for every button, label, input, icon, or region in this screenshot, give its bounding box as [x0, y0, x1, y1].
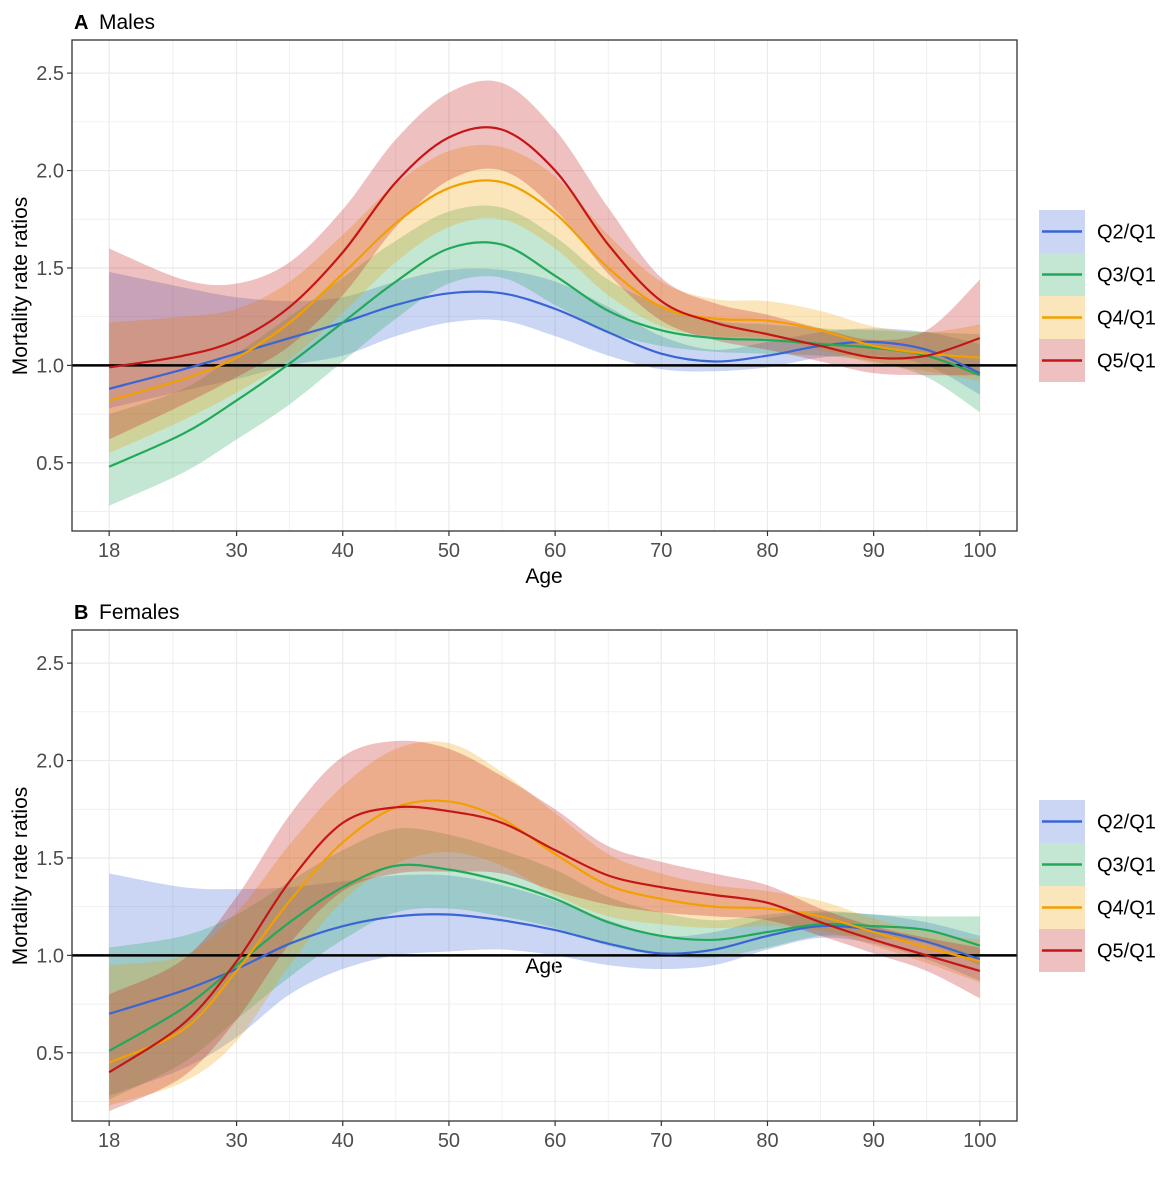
ci-ribbon-q4-q1	[109, 741, 980, 1106]
panel-title: Males	[99, 11, 155, 34]
x-tick-label: 18	[98, 1130, 120, 1152]
x-tick-label: 40	[332, 1130, 354, 1152]
series-line-q5-q1	[108, 805, 981, 1074]
x-tick-label: 50	[438, 540, 460, 562]
legend-item: Q5/Q1	[1039, 929, 1156, 972]
ci-ribbon-q5-q1	[109, 80, 980, 440]
x-tick-label: 60	[544, 1130, 566, 1152]
x-tick-label: 18	[98, 540, 120, 562]
legend-item: Q4/Q1	[1039, 296, 1156, 339]
series-line-q4-q1	[108, 799, 981, 1064]
legend-item: Q2/Q1	[1039, 800, 1156, 843]
y-tick-label: 0.5	[36, 1043, 64, 1065]
legend-label: Q4/Q1	[1097, 898, 1156, 920]
y-tick-label: 1.0	[36, 355, 64, 377]
y-tick-label: 2.0	[36, 751, 64, 773]
panel-border	[71, 629, 1018, 1122]
legend-label: Q5/Q1	[1097, 941, 1156, 963]
y-axis-title: Mortality rate ratios	[9, 787, 32, 966]
series-line-q2-q1	[108, 913, 981, 1015]
legend-label: Q3/Q1	[1097, 855, 1156, 877]
legend-label: Q4/Q1	[1097, 308, 1156, 330]
legend-item: Q4/Q1	[1039, 886, 1156, 929]
axes: 18 30 40 50 60 70 80 90 100 0.5 1.0 1.5 2.0 2.5	[36, 63, 996, 562]
x-axis-title: Age	[525, 565, 562, 588]
series-lines	[108, 799, 981, 1074]
y-tick-label: 2.5	[36, 653, 64, 675]
y-tick-label: 1.5	[36, 258, 64, 280]
x-tick-label: 60	[544, 540, 566, 562]
ci-ribbon-q2-q1	[109, 268, 980, 409]
panel-letter: B	[74, 602, 88, 624]
legend-item: Q5/Q1	[1039, 339, 1156, 382]
ci-ribbon-q2-q1	[109, 873, 980, 1096]
x-tick-label: 70	[650, 1130, 672, 1152]
legend-label: Q3/Q1	[1097, 265, 1156, 287]
ci-ribbon-q3-q1	[109, 205, 980, 506]
x-axis-title: Age	[525, 955, 562, 978]
panel-a-males: A Males Age Mortality rate ratios 18 30 40…	[9, 11, 1156, 588]
legend: Q2/Q1 Q3/Q1 Q4/Q1 Q5/Q1	[1039, 800, 1156, 972]
legend-label: Q2/Q1	[1097, 812, 1156, 834]
x-tick-label: 40	[332, 540, 354, 562]
x-tick-label: 100	[963, 540, 996, 562]
series-lines	[108, 126, 981, 468]
panel-title: Females	[99, 601, 180, 624]
ci-ribbon-q5-q1	[109, 740, 980, 1112]
legend-label: Q5/Q1	[1097, 351, 1156, 373]
panel-letter: A	[74, 12, 88, 34]
y-tick-label: 0.5	[36, 453, 64, 475]
y-tick-label: 1.0	[36, 945, 64, 967]
ci-ribbon-q4-q1	[109, 144, 980, 454]
x-tick-label: 50	[438, 1130, 460, 1152]
y-tick-label: 2.5	[36, 63, 64, 85]
legend-label: Q2/Q1	[1097, 222, 1156, 244]
ribbons	[109, 80, 980, 506]
x-tick-label: 80	[756, 1130, 778, 1152]
legend-item: Q3/Q1	[1039, 253, 1156, 296]
x-tick-label: 70	[650, 540, 672, 562]
x-tick-label: 30	[225, 1130, 247, 1152]
axes: 18 30 40 50 60 70 80 90 100 0.5 1.0 1.5 2.0 2.5	[36, 653, 996, 1152]
legend-item: Q3/Q1	[1039, 843, 1156, 886]
panel-b-females: B Females Age Mortality rate ratios 18 30…	[9, 601, 1156, 1152]
x-tick-label: 90	[863, 540, 885, 562]
series-line-q3-q1	[108, 241, 981, 468]
x-tick-label: 80	[756, 540, 778, 562]
series-line-q5-q1	[108, 126, 981, 369]
panel-border	[71, 39, 1018, 532]
y-tick-label: 2.0	[36, 161, 64, 183]
x-tick-label: 90	[863, 1130, 885, 1152]
x-tick-label: 100	[963, 1130, 996, 1152]
y-tick-label: 1.5	[36, 848, 64, 870]
x-tick-label: 30	[225, 540, 247, 562]
legend: Q2/Q1 Q3/Q1 Q4/Q1 Q5/Q1	[1039, 210, 1156, 382]
y-axis-title: Mortality rate ratios	[9, 197, 32, 376]
series-line-q4-q1	[108, 179, 980, 402]
legend-item: Q2/Q1	[1039, 210, 1156, 253]
series-line-q3-q1	[108, 863, 981, 1052]
